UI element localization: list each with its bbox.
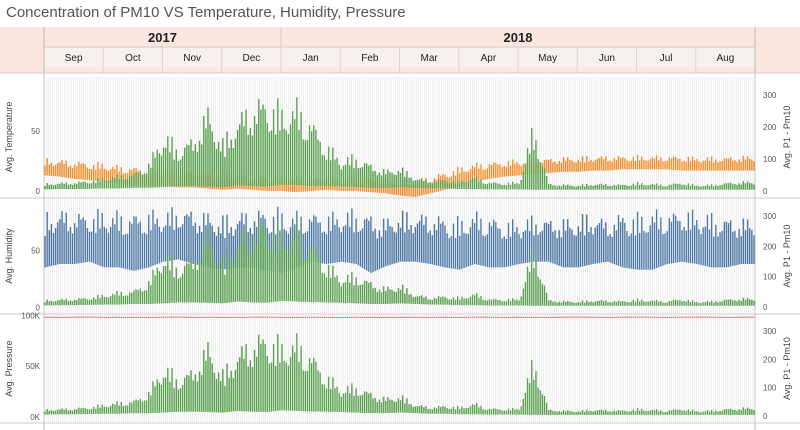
left-tick-label: 50K — [26, 362, 41, 371]
right-tick-label: 200 — [763, 242, 777, 251]
right-tick-label: 200 — [763, 355, 777, 364]
right-tick-label: 100 — [763, 155, 777, 164]
right-axis-title: Avg. P1 - Pm10 — [782, 337, 792, 400]
right-tick-label: 200 — [763, 123, 777, 132]
left-tick-label: 100K — [21, 312, 40, 321]
right-tick-label: 300 — [763, 327, 777, 336]
left-tick-label: 50 — [31, 127, 40, 136]
chart-title: Concentration of PM10 VS Temperature, Hu… — [6, 4, 406, 21]
right-axis-title: Avg. P1 - Pm10 — [782, 106, 792, 169]
month-label: Nov — [183, 53, 201, 64]
left-tick-label: 50 — [31, 246, 40, 255]
right-tick-label: 300 — [763, 91, 777, 100]
right-tick-label: 100 — [763, 273, 777, 282]
left-axis-title: Avg. Pressure — [4, 340, 14, 396]
month-label: Dec — [242, 53, 260, 64]
left-tick-label: 0 — [36, 187, 41, 196]
right-tick-label: 300 — [763, 212, 777, 221]
year-label: 2017 — [148, 30, 177, 45]
right-tick-label: 0 — [763, 412, 768, 421]
month-label: Apr — [481, 53, 497, 64]
month-label: May — [538, 53, 557, 64]
month-label: Mar — [421, 53, 439, 64]
month-label: Jan — [303, 53, 319, 64]
right-tick-label: 0 — [763, 187, 768, 196]
chart-area: Sep Oct Nov Dec Jan Feb Mar Apr May Jun Jul Aug 2017… — [0, 27, 800, 430]
month-label: Feb — [361, 53, 379, 64]
month-label: Aug — [716, 53, 734, 64]
right-tick-label: 0 — [763, 303, 768, 312]
month-label: Oct — [125, 53, 141, 64]
right-tick-label: 100 — [763, 384, 777, 393]
left-axis-title: Avg. Humidity — [4, 228, 14, 284]
year-label: 2018 — [504, 30, 533, 45]
left-axis-title: Avg. Temperature — [4, 102, 14, 173]
month-label: Sep — [65, 53, 83, 64]
month-label: Jul — [660, 53, 673, 64]
month-label: Jun — [599, 53, 615, 64]
right-axis-title: Avg. P1 - Pm10 — [782, 225, 792, 288]
left-tick-label: 0 — [36, 303, 41, 312]
left-tick-label: 0K — [30, 413, 40, 422]
